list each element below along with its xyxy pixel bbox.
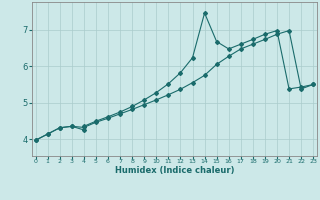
X-axis label: Humidex (Indice chaleur): Humidex (Indice chaleur) xyxy=(115,166,234,175)
